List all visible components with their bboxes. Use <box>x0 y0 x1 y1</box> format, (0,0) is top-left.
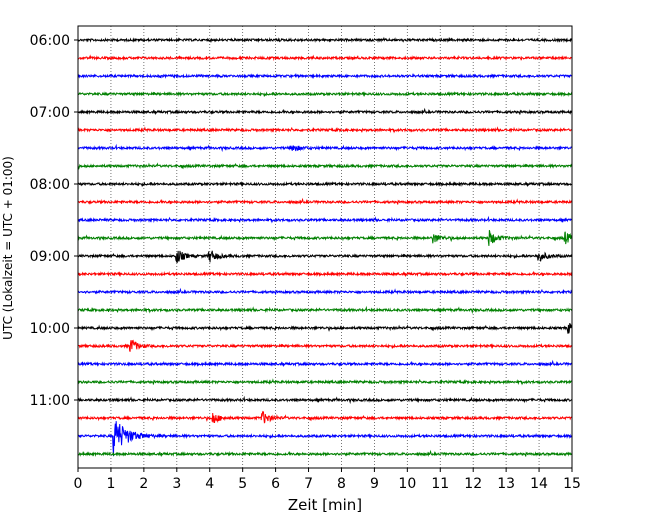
trace-0800 <box>77 181 573 188</box>
y-tick-label: 11:00 <box>30 393 70 409</box>
x-tick-label: 4 <box>205 476 214 492</box>
trace-0645 <box>77 91 573 97</box>
y-tick-label: 06:00 <box>30 33 70 49</box>
trace-1100 <box>77 395 573 405</box>
trace-0630 <box>77 73 573 80</box>
trace-0730 <box>77 143 573 153</box>
y-tick-label: 08:00 <box>30 177 70 193</box>
x-tick-label: 15 <box>563 476 581 492</box>
x-tick-label: 2 <box>139 476 148 492</box>
x-tick-label: 3 <box>172 476 181 492</box>
trace-0830 <box>77 215 573 224</box>
y-tick-label: 09:00 <box>30 249 70 265</box>
x-tick-label: 7 <box>304 476 313 492</box>
trace-0845 <box>77 229 573 246</box>
trace-0700 <box>77 107 573 116</box>
trace-1000 <box>77 323 573 334</box>
x-tick-label: 11 <box>431 476 449 492</box>
y-axis: 06:00 07:00 08:00 09:00 10:00 11:00 <box>30 33 78 409</box>
x-axis-label: Zeit [min] <box>288 496 362 514</box>
trace-0900 <box>77 250 573 263</box>
trace-1030 <box>77 359 573 368</box>
x-tick-label: 1 <box>106 476 115 492</box>
trace-0945 <box>77 305 573 315</box>
trace-group <box>77 36 573 458</box>
trace-1115 <box>77 410 573 424</box>
x-tick-label: 0 <box>74 476 83 492</box>
trace-0815 <box>77 197 573 205</box>
trace-0615 <box>77 54 573 62</box>
x-tick-label: 12 <box>464 476 482 492</box>
x-tick-label: 8 <box>337 476 346 492</box>
x-tick-label: 10 <box>398 476 416 492</box>
x-tick-label: 6 <box>271 476 280 492</box>
trace-0715 <box>77 126 573 134</box>
trace-0600 <box>77 36 573 44</box>
y-tick-label: 10:00 <box>30 321 70 337</box>
trace-0930 <box>77 287 573 295</box>
x-tick-label: 14 <box>530 476 548 492</box>
plot-frame <box>77 25 573 469</box>
trace-1130 <box>77 421 573 457</box>
x-tick-label: 13 <box>497 476 515 492</box>
trace-0915 <box>77 270 573 278</box>
trace-1015 <box>77 339 573 352</box>
trace-1045 <box>77 378 573 386</box>
x-axis: 0 1 2 3 4 5 6 7 8 9 10 11 12 13 14 15 <box>74 468 581 492</box>
x-tick-label: 9 <box>370 476 379 492</box>
trace-1145 <box>77 449 573 458</box>
y-tick-label: 07:00 <box>30 105 70 121</box>
grid-lines <box>110 26 540 468</box>
trace-0745 <box>77 162 573 170</box>
y-axis-label: UTC (Lokalzeit = UTC + 01:00) <box>1 156 15 340</box>
x-tick-label: 5 <box>238 476 247 492</box>
